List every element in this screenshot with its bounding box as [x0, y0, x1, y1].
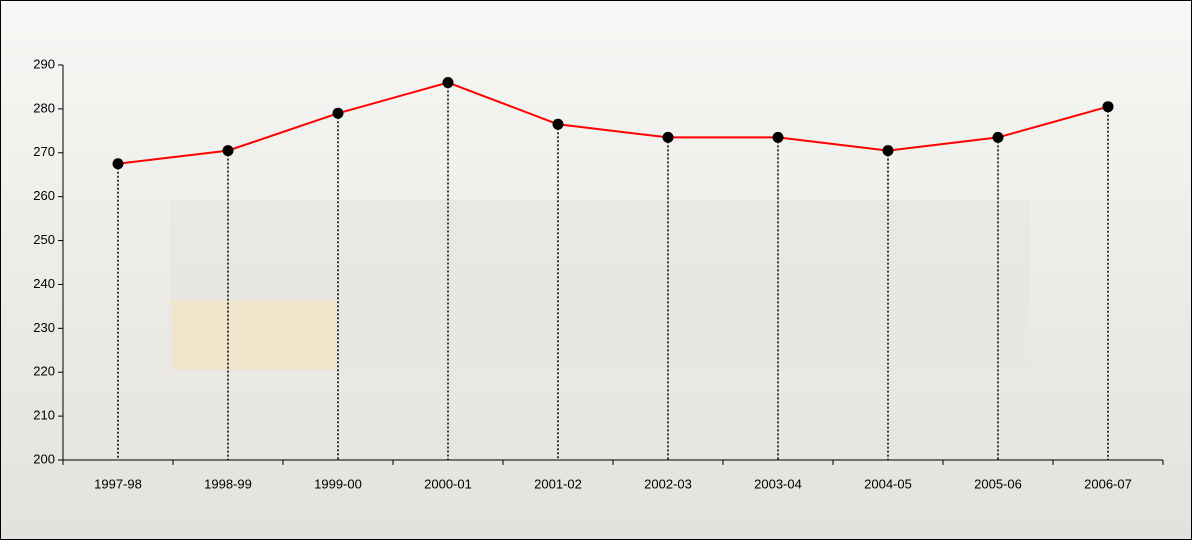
data-point — [442, 77, 454, 89]
data-point — [222, 145, 234, 157]
y-tick-label: 250 — [33, 232, 55, 247]
x-tick-label: 2003-04 — [754, 476, 802, 491]
x-tick-label: 2001-02 — [534, 476, 582, 491]
y-tick-label: 260 — [33, 188, 55, 203]
x-tick-label: 2002-03 — [644, 476, 692, 491]
x-tick-label: 2006-07 — [1084, 476, 1132, 491]
y-tick-label: 210 — [33, 408, 55, 423]
y-tick-label: 200 — [33, 451, 55, 466]
y-tick-label: 290 — [33, 56, 55, 71]
series-line — [117, 81, 1109, 165]
x-tick-label: 2000-01 — [424, 476, 472, 491]
x-tick-label: 2005-06 — [974, 476, 1022, 491]
y-tick-label: 220 — [33, 364, 55, 379]
y-tick-label: 240 — [33, 276, 55, 291]
data-point — [332, 107, 344, 119]
data-point — [992, 131, 1004, 143]
background-train-front — [172, 300, 337, 370]
x-tick-label: 1999-00 — [314, 476, 362, 491]
data-point — [1102, 101, 1114, 113]
y-tick-label: 230 — [33, 320, 55, 335]
data-point — [552, 118, 564, 130]
x-tick-label: 1998-99 — [204, 476, 252, 491]
data-point — [112, 158, 124, 170]
y-tick-label: 270 — [33, 144, 55, 159]
data-point — [662, 131, 674, 143]
data-point — [882, 145, 894, 157]
y-tick-label: 280 — [33, 100, 55, 115]
data-point — [772, 131, 784, 143]
x-tick-label: 1997-98 — [94, 476, 142, 491]
x-tick-label: 2004-05 — [864, 476, 912, 491]
